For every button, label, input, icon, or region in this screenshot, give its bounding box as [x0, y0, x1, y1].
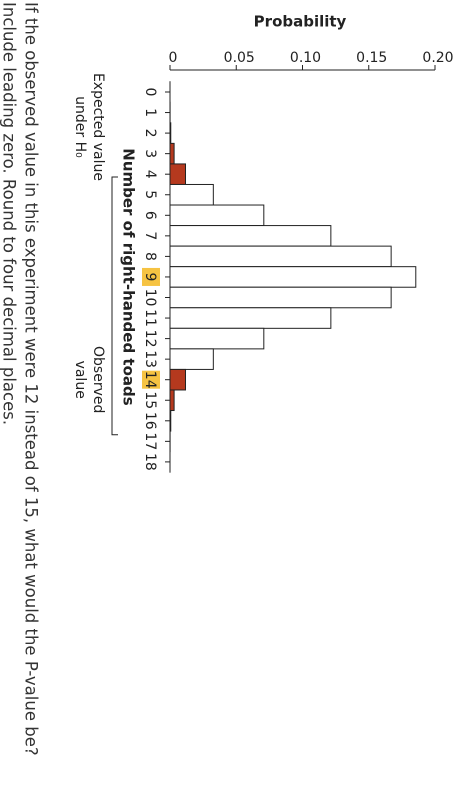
- x-tick-label: 1: [142, 108, 158, 117]
- x-tick-label: 14: [142, 371, 158, 389]
- y-tick-label: 0.05: [224, 50, 255, 66]
- x-axis-title: Number of right-handed toads: [120, 148, 138, 405]
- bar: [169, 307, 332, 329]
- bar: [169, 225, 332, 247]
- x-tick-label: 11: [142, 309, 158, 327]
- x-tick-label: 12: [142, 330, 158, 348]
- x-tick-label: 8: [142, 252, 158, 261]
- x-tick-label: 15: [142, 391, 158, 409]
- bar: [169, 245, 392, 268]
- bar: [169, 368, 187, 391]
- bar: [169, 122, 172, 144]
- x-tick-label: 13: [142, 350, 158, 368]
- annotation: Expected value: [90, 73, 106, 181]
- x-tick-label: 4: [142, 170, 158, 179]
- x-tick-label: 0: [142, 88, 158, 97]
- x-tick-label: 16: [142, 412, 158, 430]
- x-tick-label: 10: [142, 289, 158, 307]
- y-tick-label: 0.20: [422, 50, 453, 66]
- bar: [169, 204, 265, 227]
- x-tick-label: 3: [142, 149, 158, 158]
- bar: [169, 327, 265, 350]
- bar: [169, 266, 417, 288]
- y-axis-title: Probability: [254, 13, 347, 31]
- y-tick-label: 0.10: [290, 50, 321, 66]
- x-tick-label: 17: [142, 432, 158, 450]
- x-tick-label: 7: [142, 231, 158, 240]
- question-line: If the observed value in this experiment…: [22, 2, 41, 756]
- bracket: [111, 176, 118, 436]
- annotation: value: [72, 361, 88, 399]
- bar: [169, 389, 175, 412]
- y-tick-label: 0.15: [356, 50, 387, 66]
- annotation: Observed: [90, 346, 106, 413]
- highlight: [142, 267, 160, 286]
- y-tick-label: 0: [169, 50, 178, 66]
- x-tick-label: 2: [142, 129, 158, 138]
- bar: [169, 410, 172, 432]
- x-tick-label: 18: [142, 453, 158, 471]
- question-line: Include leading zero. Round to four deci…: [0, 2, 19, 425]
- x-tick-label: 6: [142, 211, 158, 220]
- annotation: under H₀: [72, 96, 88, 158]
- x-tick-label: 5: [142, 190, 158, 199]
- bar: [169, 183, 214, 206]
- bar: [169, 286, 392, 309]
- highlight: [142, 370, 160, 389]
- bar: [169, 163, 187, 185]
- x-tick-label: 9: [142, 272, 158, 281]
- bar: [169, 348, 214, 370]
- bar: [169, 142, 175, 165]
